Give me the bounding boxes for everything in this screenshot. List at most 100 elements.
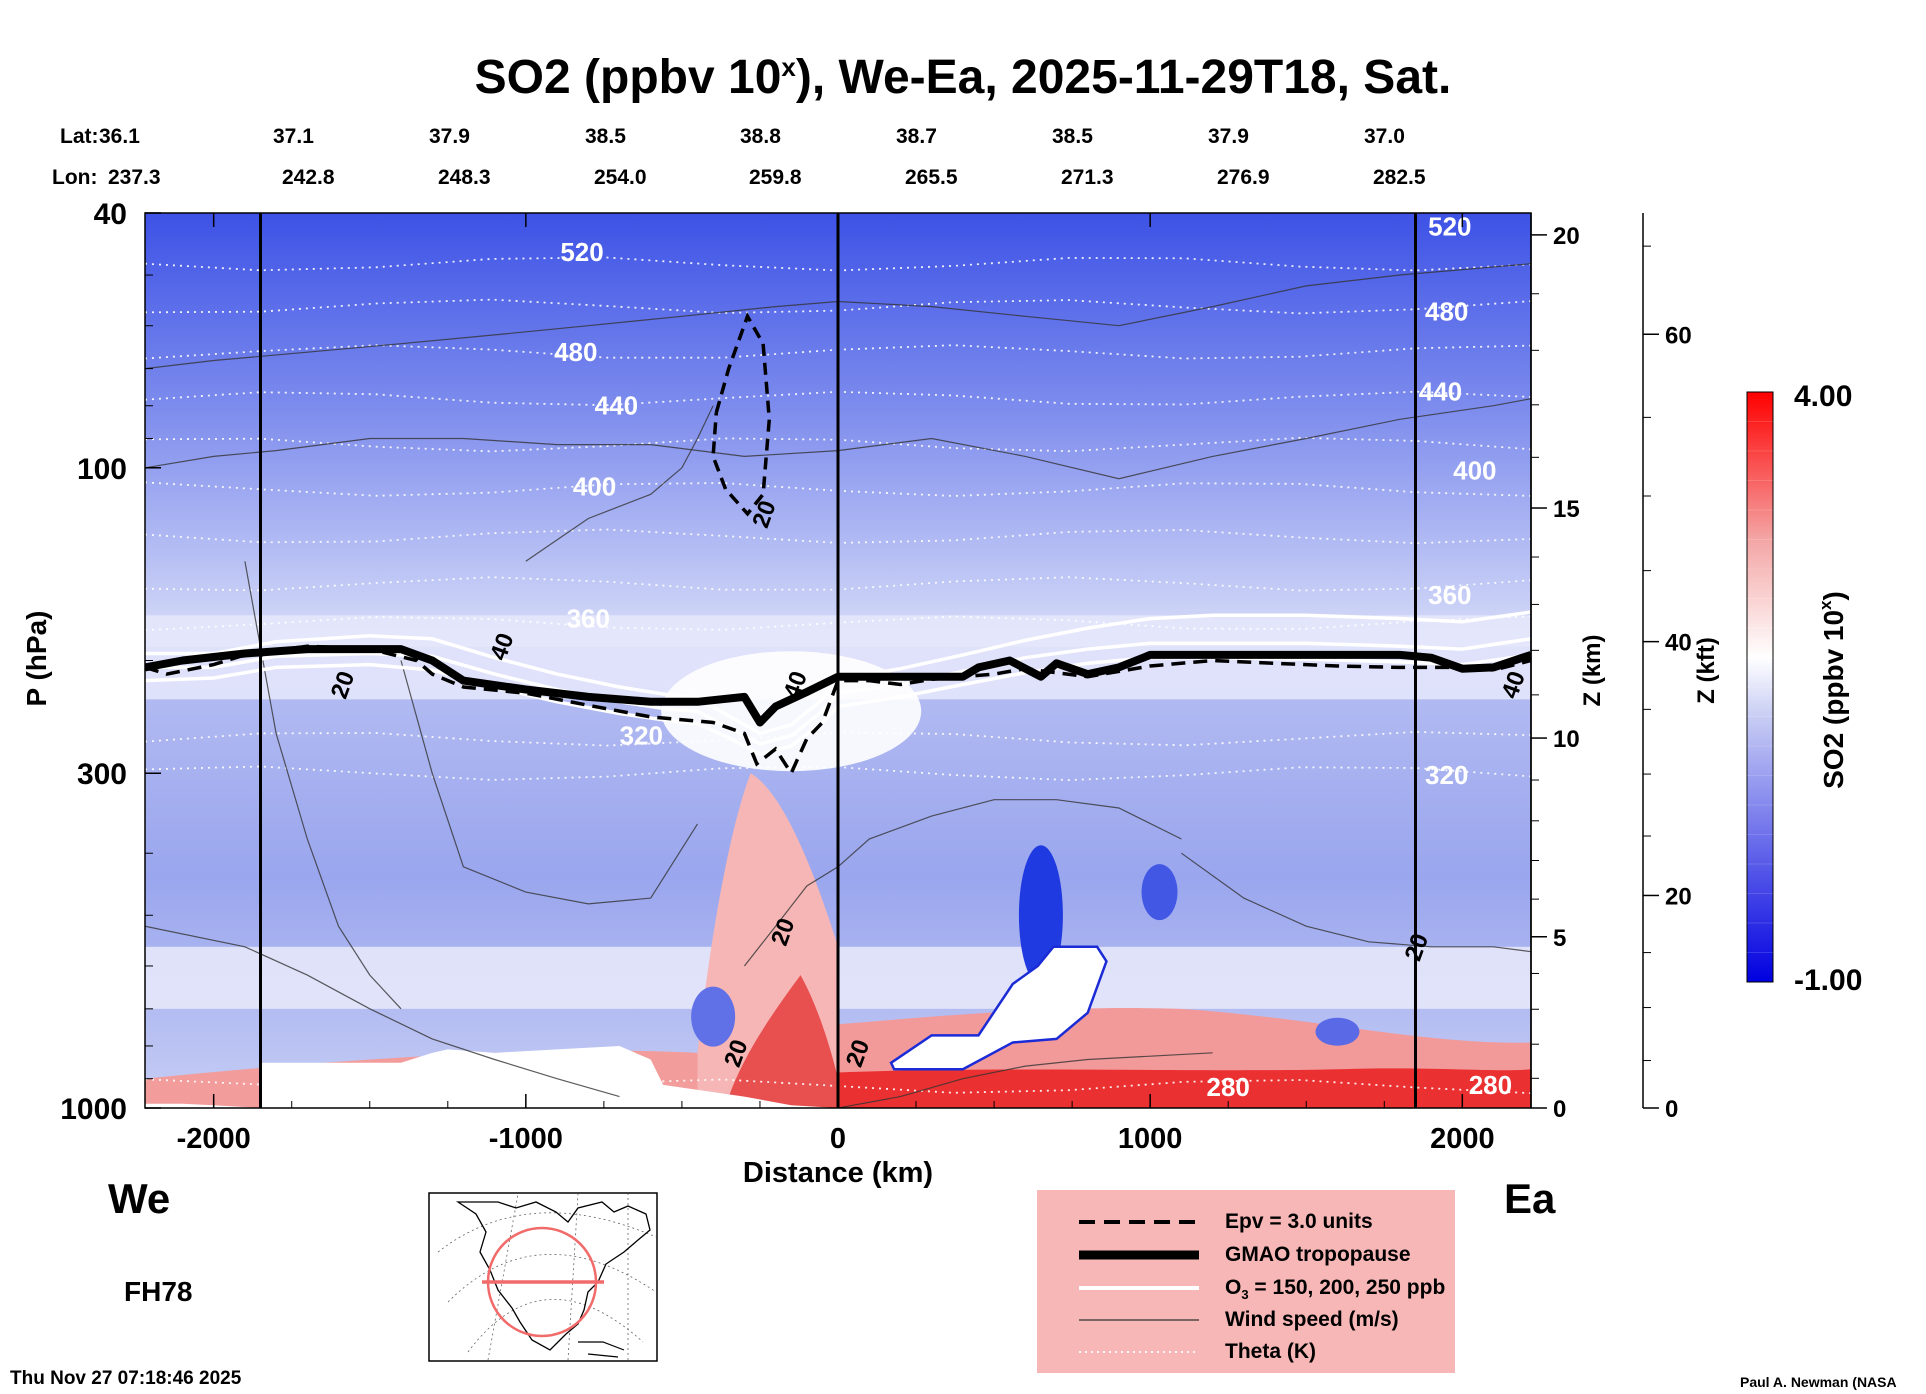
theta-label: 440 [1419,376,1462,406]
lon-value: 276.9 [1217,166,1270,189]
z-kft-tick-label: 40 [1665,630,1692,657]
theta-label: 400 [573,472,616,502]
lat-value: 37.9 [429,125,470,148]
theta-label: 440 [595,391,638,421]
so2-central-plume-core [728,975,838,1108]
y-axis-label: P (hPa) [21,611,52,707]
lon-value: 265.5 [905,166,958,189]
epv-contour [145,644,1531,777]
lon-label: Lon: [52,166,98,189]
colorbar-label-sup: x [1816,600,1835,610]
so2-blue-core-east-2 [1141,864,1178,921]
plot-area: 520 480 440 400 360 320 280 520 480 440 400 360 320 2… [145,212,1531,1108]
legend: Epv = 3.0 units GMAO tropopause O3 = 150… [1037,1190,1455,1373]
lon-value: 237.3 [108,166,161,189]
theta-label: 360 [567,604,610,634]
east-label: Ea [1504,1175,1556,1222]
y-tick-label: 40 [94,198,127,231]
x-tick-label: 0 [830,1123,846,1155]
legend-tropopause-label: GMAO tropopause [1225,1243,1411,1266]
colorbar-max-label: 4.00 [1794,380,1852,413]
west-label: We [108,1175,171,1222]
tropopause-line [145,645,1531,727]
legend-symbols [1079,1220,1199,1353]
lat-value: 37.9 [1208,125,1249,148]
so2-blank-region [889,945,1108,1071]
z-kft-tick-label: 0 [1665,1096,1678,1123]
lat-label: Lat: [60,125,99,148]
legend-epv-label: Epv = 3.0 units [1225,1210,1373,1233]
inset-map-caribbean [578,1341,625,1358]
lat-value: 38.7 [896,125,937,148]
x-tick-label: -1000 [489,1123,563,1155]
x-tick-label: 1000 [1118,1123,1183,1155]
wind-speed-contour [1181,852,1531,953]
lat-value: 38.8 [740,125,781,148]
theta-label: 480 [1425,296,1468,326]
terrain-mask [145,1045,838,1108]
legend-theta-label: Theta (K) [1225,1340,1316,1363]
inset-map [428,1192,658,1362]
z-km-tick-label: 5 [1553,925,1566,952]
theta-label: 480 [554,337,597,367]
lon-value: 254.0 [594,166,647,189]
z-km-tick-label: 20 [1553,223,1580,250]
z-kft-axis-label: Z (kft) [1693,637,1720,704]
x-tick-label: -2000 [177,1123,251,1155]
y-tick-label: 300 [77,758,127,791]
z-km-tick-label: 15 [1553,496,1580,523]
wind-speed-contour [145,925,620,1098]
lat-value: 38.5 [585,125,626,148]
lat-value: 37.0 [1364,125,1405,148]
lon-value: 282.5 [1373,166,1426,189]
theta-label: 280 [1469,1070,1512,1100]
colorbar-min-label: -1.00 [1794,964,1862,997]
z-km-tick-label: 0 [1553,1096,1566,1123]
x-axis-label: Distance (km) [743,1157,933,1189]
legend-wind-label: Wind speed (m/s) [1225,1308,1399,1331]
lon-value: 248.3 [438,166,491,189]
theta-label: 360 [1428,580,1471,610]
z-km-axis-label: Z (km) [1579,635,1606,707]
colorbar-label: SO2 (ppbv 10x) [1816,591,1849,789]
lon-value: 271.3 [1061,166,1114,189]
credit: Paul A. Newman (NASA [1740,1374,1897,1390]
x-tick-label: 2000 [1430,1123,1495,1155]
so2-surface-plume-east-core [838,1068,1531,1108]
inset-map-graticule [437,1193,657,1361]
z-kft-tick-label: 60 [1665,322,1692,349]
lat-value: 37.1 [273,125,314,148]
colorbar [1746,391,1774,983]
legend-ozone-label: O3 = 150, 200, 250 ppb [1225,1276,1446,1303]
z-kft-tick-label: 20 [1665,883,1692,910]
lon-value: 259.8 [749,166,802,189]
wind-speed-contour [145,263,1531,370]
theta-label: 400 [1453,456,1496,486]
lat-value: 36.1 [99,125,140,148]
theta-label: 520 [560,237,603,267]
so2-blue-core-far-east [1315,1017,1360,1046]
wind-speed-contour [244,561,402,1010]
date-stamp: Thu Nov 27 07:18:46 2025 [10,1368,242,1389]
forecast-hour: FH78 [124,1276,193,1307]
theta-label: 320 [1425,760,1468,790]
chart-title: SO2 (ppbv 10x), We-Ea, 2025-11-29T18, Sa… [474,51,1452,104]
inset-map-frame [428,1192,658,1362]
colorbar-label-main: SO2 (ppbv 10 [1818,610,1849,789]
ozone-contour-200 [145,610,1531,736]
wind-speed-contour [525,405,714,562]
theta-label: 320 [620,721,663,751]
wind-speed-contour [743,799,1182,967]
wind-speed-contour [400,660,699,905]
theta-label: 520 [1428,212,1471,242]
theta-label: 280 [1207,1072,1250,1102]
lon-value: 242.8 [282,166,335,189]
colorbar-label-end: ) [1818,591,1849,600]
y-tick-label: 100 [77,453,127,486]
y-tick-label: 1000 [60,1093,127,1126]
lat-value: 38.5 [1052,125,1093,148]
z-km-tick-label: 10 [1553,726,1580,753]
so2-blue-core-central [691,986,736,1047]
wind-speed-contour [837,1052,1213,1108]
